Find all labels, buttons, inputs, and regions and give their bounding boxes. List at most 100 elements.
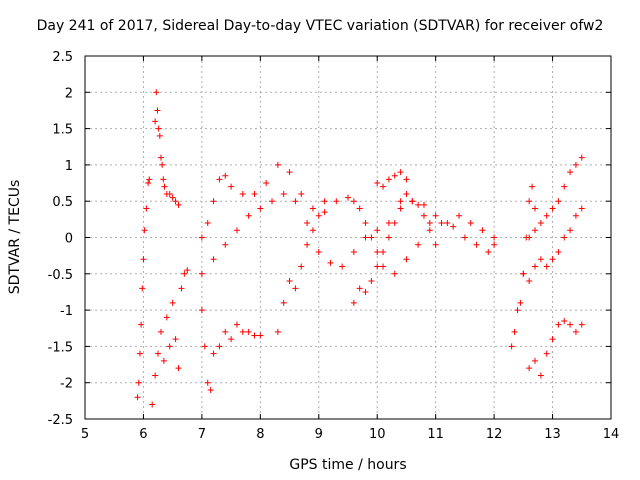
series-spike-6.25 [152,89,182,208]
data-point [138,321,145,328]
data-point [145,180,152,187]
data-point [228,183,235,190]
data-point [380,249,387,256]
series-wave-10 [374,169,439,248]
x-tick-label: 14 [603,427,620,442]
data-point [210,198,217,205]
data-point [327,259,334,266]
data-points [134,89,585,408]
data-point [204,379,211,386]
data-point [385,219,392,226]
data-point [239,190,246,197]
data-point [198,270,205,277]
data-point [356,205,363,212]
data-point [444,219,451,226]
data-point [263,180,270,187]
data-point [198,234,205,241]
data-point [286,169,293,176]
y-tick-label: -1 [60,304,73,319]
data-point [157,328,164,335]
data-point [567,321,574,328]
data-point [543,350,550,357]
data-point [403,176,410,183]
data-point [152,372,159,379]
data-point [233,321,240,328]
x-tick-label: 5 [81,427,89,442]
data-point [321,198,328,205]
data-point [549,205,556,212]
data-point [140,256,147,263]
series-rise-8.4 [274,198,328,335]
data-point [555,321,562,328]
x-tick-label: 12 [486,427,503,442]
data-point [286,278,293,285]
data-point [549,336,556,343]
data-point [450,223,457,230]
x-tick-labels: 5 6 7 8 9 10 11 12 13 14 [81,427,619,442]
data-point [479,227,486,234]
data-point [532,205,539,212]
x-tick-label: 7 [198,427,206,442]
data-point [233,227,240,234]
axis-ticks [84,55,612,420]
data-point [491,241,498,248]
data-point [280,190,287,197]
y-tick-label: -2 [60,377,73,392]
data-point [391,219,398,226]
series-dip-7.2 [198,307,264,393]
data-point [561,183,568,190]
x-tick-label: 6 [139,427,147,442]
x-tick-label: 11 [427,427,444,442]
data-point [160,176,167,183]
chart-title: Day 241 of 2017, Sidereal Day-to-day VTE… [36,18,604,34]
data-point [426,227,433,234]
y-tick-labels: -2.5 -2 -1.5 -1 -0.5 0 0.5 1 1.5 2 2.5 [48,50,73,428]
data-point [181,270,188,277]
data-point [537,372,544,379]
data-point [520,270,527,277]
data-point [160,357,167,364]
y-tick-label: 1.5 [52,123,73,138]
data-point [356,285,363,292]
data-point [511,328,518,335]
data-point [537,256,544,263]
data-point [456,212,463,219]
data-point [304,219,311,226]
data-point [321,209,328,216]
data-point [578,321,585,328]
data-point [578,205,585,212]
data-point [420,201,427,208]
data-point [473,241,480,248]
data-point [397,205,404,212]
data-point [166,190,173,197]
data-point [163,314,170,321]
data-point [385,234,392,241]
data-point [526,198,533,205]
data-point [257,332,264,339]
data-point [298,263,305,270]
data-point [257,205,264,212]
data-point [526,365,533,372]
data-point [134,394,141,401]
data-point [309,205,316,212]
data-point [178,285,185,292]
data-point [251,332,258,339]
data-point [368,234,375,241]
data-point [166,343,173,350]
data-point [159,161,166,168]
data-point [222,328,229,335]
data-point [175,365,182,372]
data-point [529,183,536,190]
data-point [280,299,287,306]
data-point [537,219,544,226]
y-tick-label: -2.5 [48,413,73,428]
data-point [420,212,427,219]
data-point [526,234,533,241]
data-point [169,299,176,306]
y-tick-label: 2.5 [52,50,73,65]
data-point [532,357,539,364]
data-point [362,219,369,226]
data-point [169,194,176,201]
series-drop-9.7 [350,176,410,306]
